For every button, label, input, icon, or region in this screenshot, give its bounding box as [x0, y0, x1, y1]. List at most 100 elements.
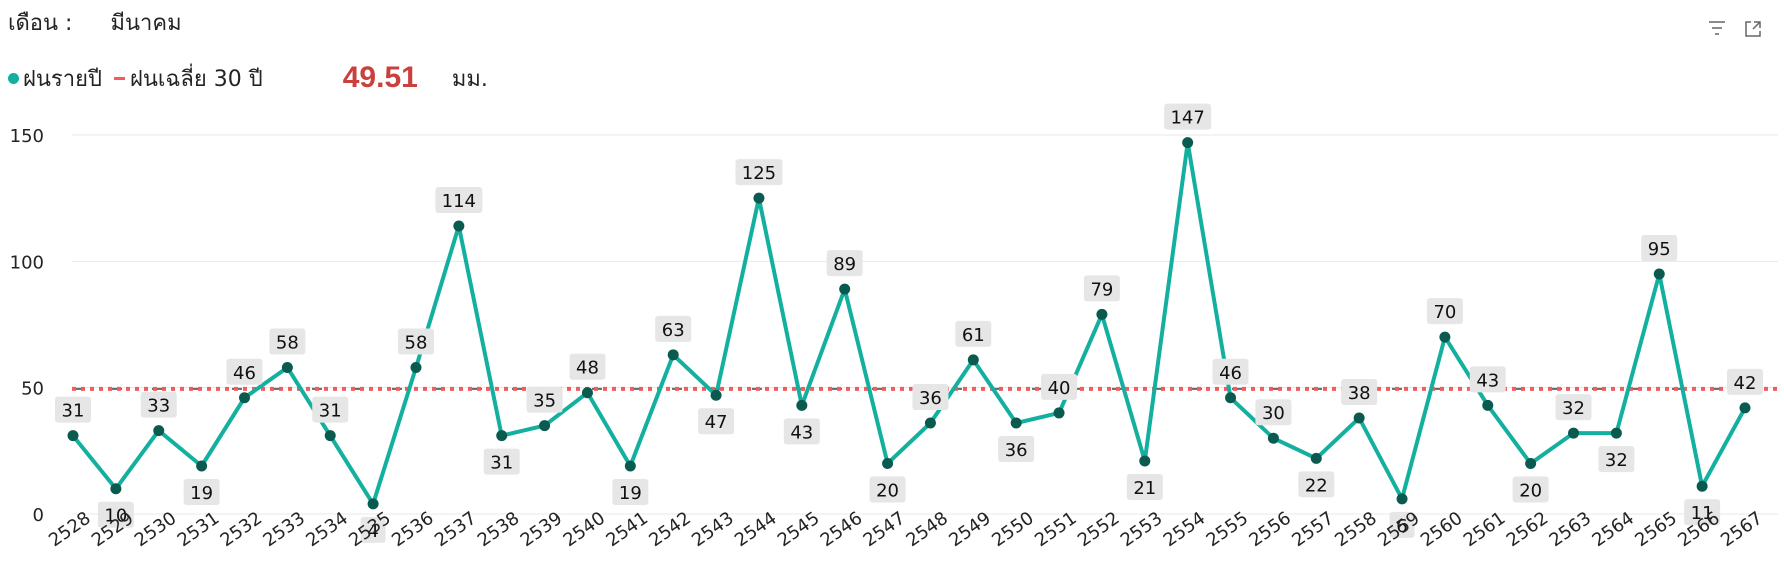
- data-point[interactable]: [1267, 432, 1279, 444]
- data-point[interactable]: [1696, 480, 1708, 492]
- data-label: 147: [1164, 103, 1212, 130]
- data-point[interactable]: [1139, 455, 1151, 467]
- data-label-text: 32: [1562, 398, 1585, 419]
- data-point[interactable]: [1053, 407, 1065, 419]
- data-label: 43: [783, 418, 820, 445]
- data-label-background: [1389, 511, 1415, 538]
- data-label-background: [569, 353, 606, 380]
- data-label-background: [869, 476, 906, 503]
- data-label: 48: [569, 353, 606, 380]
- legend-label-average: ฝนเฉลี่ย 30 ปี: [129, 66, 263, 92]
- data-label-text: 22: [1305, 475, 1328, 496]
- data-point[interactable]: [367, 498, 379, 510]
- legend-item-annual[interactable]: ฝนรายปี: [8, 61, 102, 96]
- y-tick-label: 150: [10, 126, 44, 147]
- data-label: 79: [1083, 275, 1120, 302]
- filter-icon[interactable]: [1708, 20, 1726, 38]
- data-point[interactable]: [324, 430, 336, 442]
- data-label-text: 38: [1348, 383, 1371, 404]
- focus-mode-icon[interactable]: [1744, 20, 1762, 38]
- data-point[interactable]: [1353, 412, 1365, 424]
- data-point[interactable]: [1225, 392, 1237, 404]
- legend-marker-dash-icon: [113, 76, 125, 80]
- month-filter-header: เดือน : มีนาคม: [8, 6, 182, 42]
- chart-legend: ฝนรายปี ฝนเฉลี่ย 30 ปี 49.51 มม.: [8, 60, 488, 96]
- average-value: 49.51: [342, 61, 418, 94]
- data-point[interactable]: [496, 430, 508, 442]
- data-point[interactable]: [1525, 457, 1537, 469]
- data-label-text: 42: [1734, 373, 1757, 394]
- data-point[interactable]: [1182, 137, 1194, 149]
- data-point[interactable]: [710, 389, 722, 401]
- data-label: 40: [1041, 373, 1078, 400]
- data-point[interactable]: [410, 361, 422, 373]
- data-point[interactable]: [1568, 427, 1580, 439]
- data-label: 22: [1298, 471, 1335, 498]
- legend-item-average[interactable]: ฝนเฉลี่ย 30 ปี: [113, 61, 263, 96]
- data-label-background: [1555, 394, 1592, 421]
- data-point[interactable]: [1310, 452, 1322, 464]
- data-label-background: [435, 186, 483, 213]
- data-label: 42: [1727, 368, 1763, 395]
- data-label-text: 35: [533, 391, 556, 412]
- data-label: 31: [312, 396, 349, 423]
- data-point[interactable]: [796, 399, 808, 411]
- data-label-background: [312, 396, 349, 423]
- data-point[interactable]: [67, 430, 79, 442]
- data-point[interactable]: [1010, 417, 1022, 429]
- data-label: 31: [483, 448, 520, 475]
- data-point[interactable]: [1396, 493, 1408, 505]
- data-label-background: [1426, 298, 1463, 325]
- data-label: 47: [698, 408, 735, 435]
- data-label-text: 43: [1476, 370, 1499, 391]
- data-label: 70: [1426, 298, 1463, 325]
- data-label: 19: [183, 478, 220, 505]
- data-point[interactable]: [1610, 427, 1622, 439]
- data-point[interactable]: [924, 417, 936, 429]
- data-point[interactable]: [882, 457, 894, 469]
- data-label-text: 36: [919, 388, 942, 409]
- data-point[interactable]: [624, 460, 636, 472]
- month-value[interactable]: มีนาคม: [110, 11, 182, 36]
- data-label: 32: [1598, 446, 1635, 473]
- data-label: 63: [655, 315, 692, 342]
- data-point[interactable]: [110, 483, 122, 495]
- data-point[interactable]: [667, 349, 679, 361]
- data-point[interactable]: [1096, 308, 1108, 320]
- y-tick-label: 100: [10, 252, 44, 273]
- data-point[interactable]: [238, 392, 250, 404]
- data-label: 20: [869, 476, 906, 503]
- data-point[interactable]: [196, 460, 208, 472]
- data-point[interactable]: [1739, 402, 1751, 414]
- data-label-background: [655, 315, 692, 342]
- legend-label-annual: ฝนรายปี: [23, 66, 102, 92]
- data-label-text: 10: [104, 506, 127, 527]
- data-label-text: 58: [276, 332, 299, 353]
- data-point[interactable]: [967, 354, 979, 366]
- data-label-background: [1041, 373, 1078, 400]
- data-label-background: [783, 418, 820, 445]
- data-label-background: [483, 448, 520, 475]
- data-label-text: 20: [876, 480, 899, 501]
- data-label-background: [226, 358, 263, 385]
- data-label-text: 21: [1133, 478, 1156, 499]
- data-point[interactable]: [753, 192, 765, 204]
- data-point[interactable]: [453, 220, 465, 232]
- data-label-background: [955, 320, 992, 347]
- data-label-background: [1512, 476, 1549, 503]
- data-point[interactable]: [1482, 399, 1494, 411]
- data-point[interactable]: [539, 420, 551, 432]
- data-point[interactable]: [839, 283, 851, 295]
- data-labels: 31 10 33 19 46 58 31 4 58 114 31 35 48 19 63 47 125 43 89 2…: [55, 103, 1763, 543]
- data-point[interactable]: [1439, 331, 1451, 343]
- series-markers: [67, 137, 1751, 510]
- data-point[interactable]: [153, 425, 165, 437]
- data-label-background: [397, 328, 434, 355]
- data-label-background: [1164, 103, 1212, 130]
- data-label-text: 43: [790, 422, 813, 443]
- series-line-annual-rainfall[interactable]: [71, 140, 1747, 506]
- data-point[interactable]: [281, 361, 293, 373]
- data-point[interactable]: [581, 387, 593, 399]
- data-label-background: [1255, 399, 1292, 426]
- data-point[interactable]: [1653, 268, 1665, 280]
